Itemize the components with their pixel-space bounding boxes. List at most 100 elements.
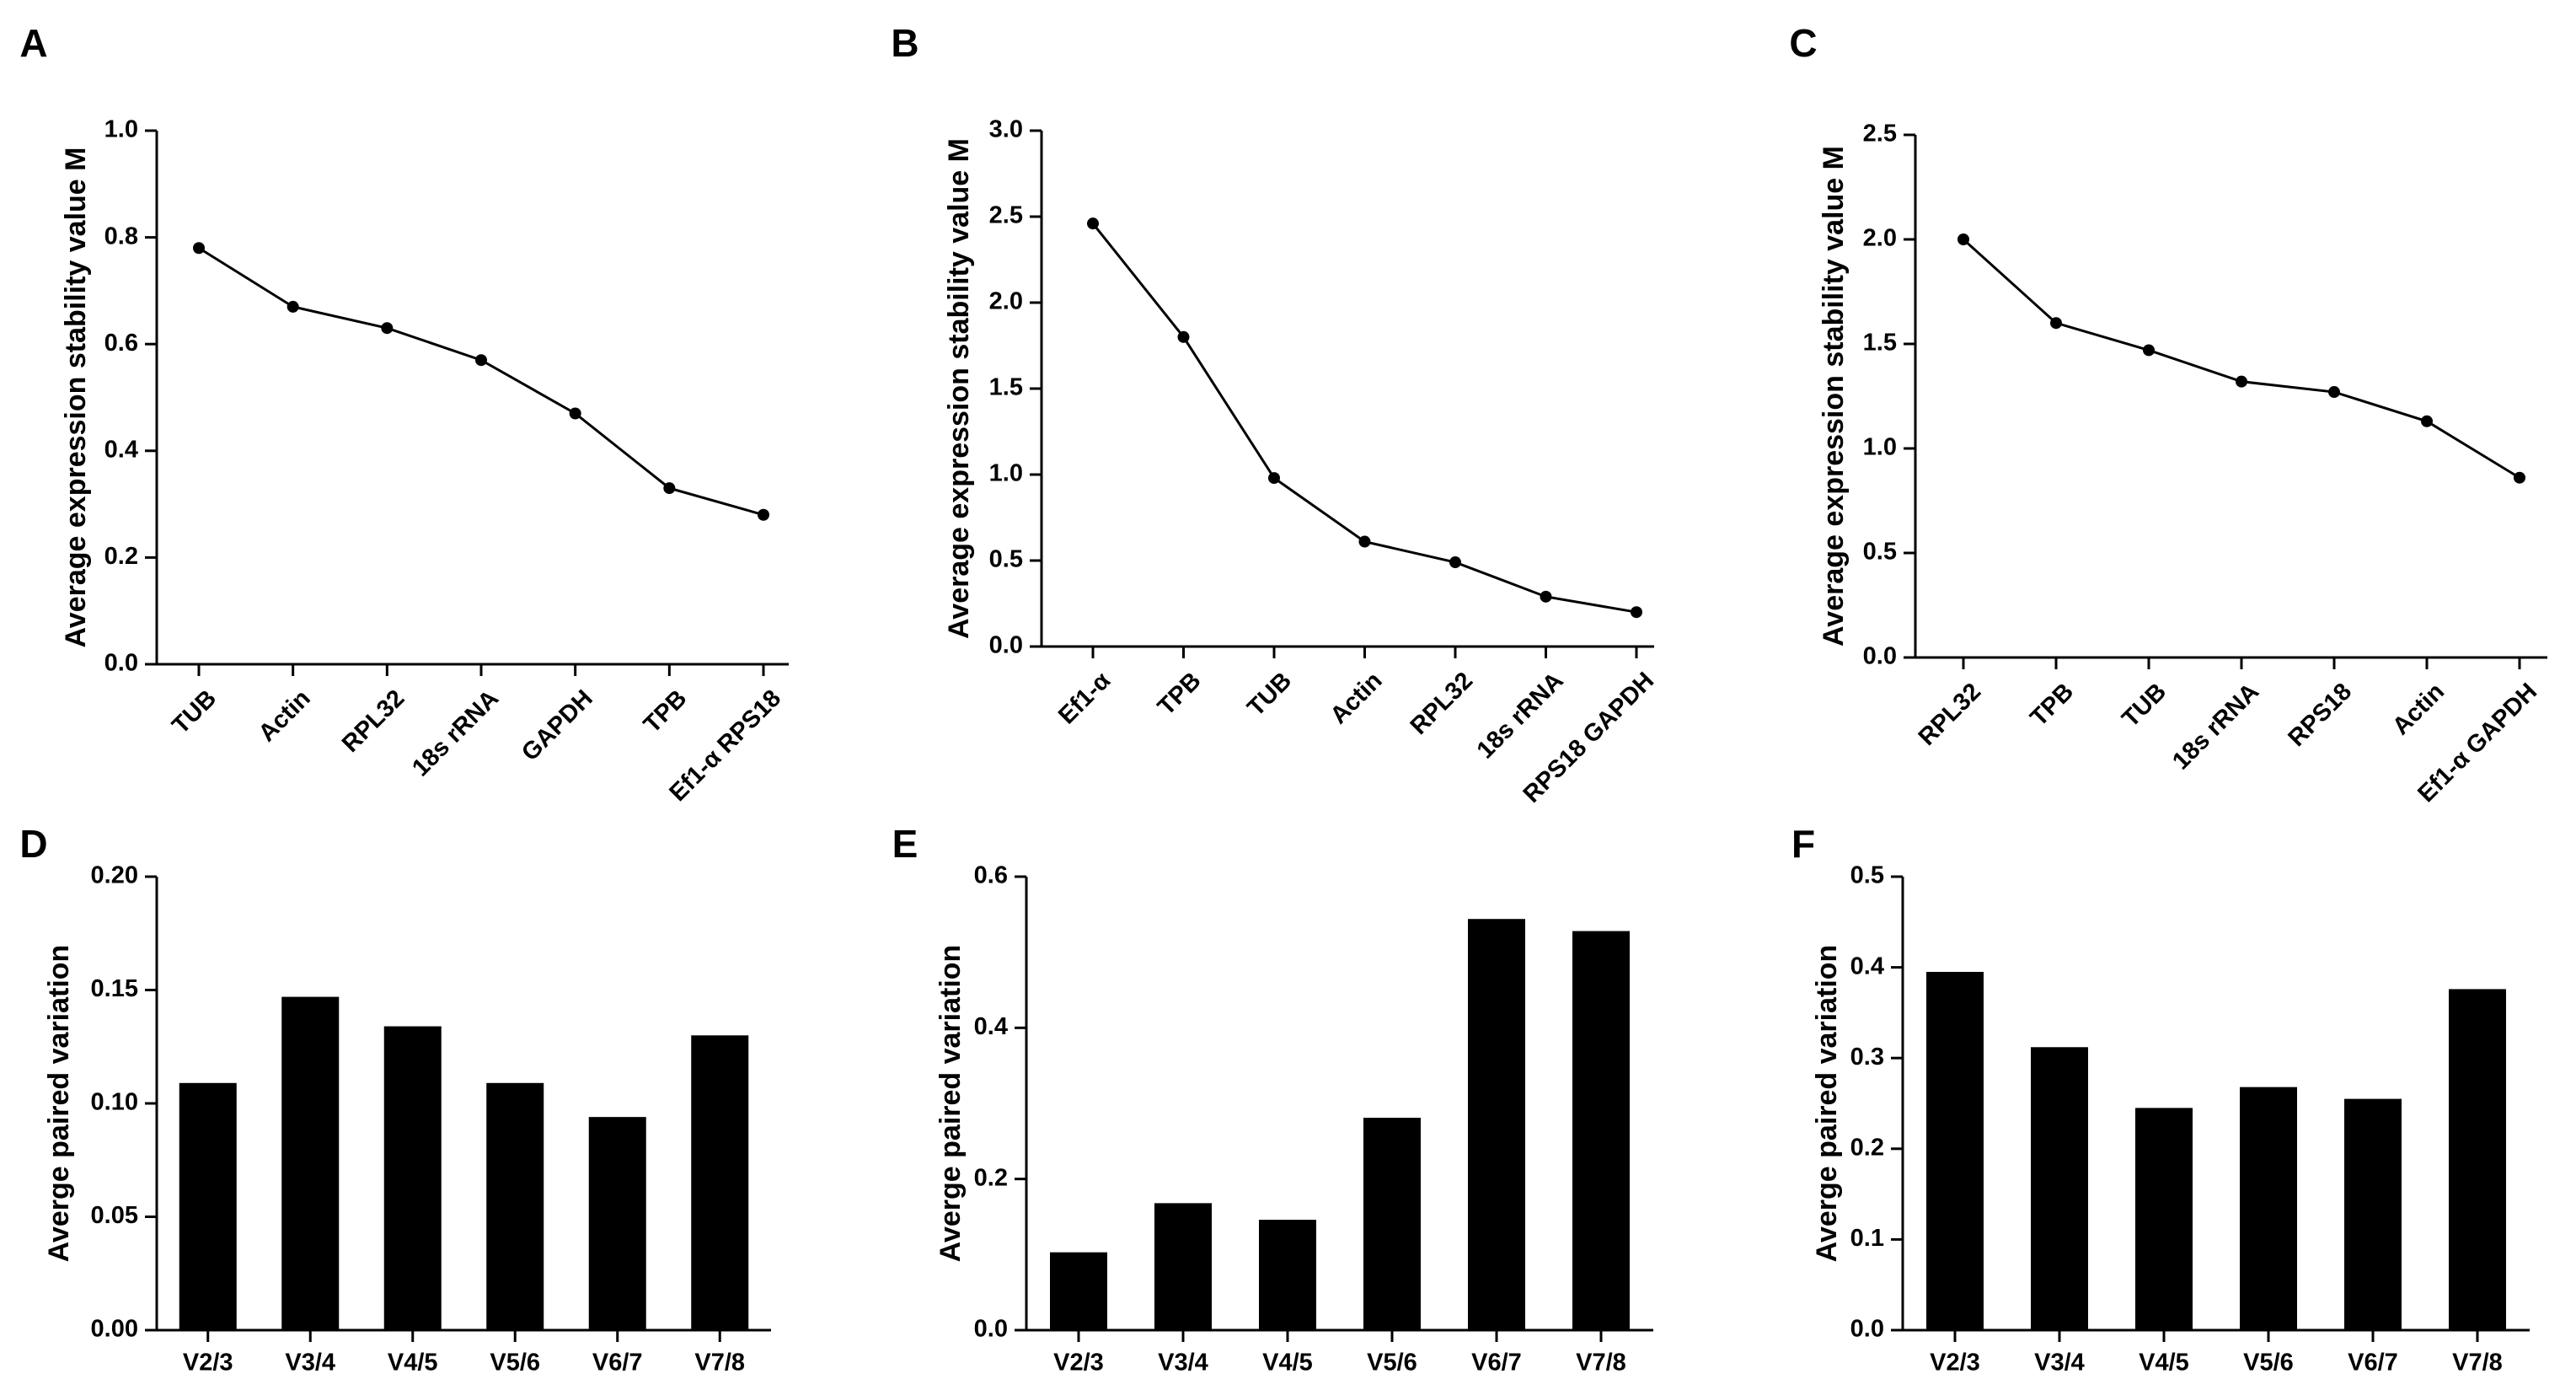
y-axis-title: Average expression stability value M <box>60 148 92 648</box>
y-axis-title: Averge paired variation <box>43 945 75 1263</box>
bar <box>1926 971 1984 1330</box>
bar <box>1363 1118 1421 1330</box>
y-tick-label: 0.4 <box>104 436 138 463</box>
series-line <box>198 246 764 517</box>
x-tick-label: TUB <box>2117 678 2172 733</box>
x-tick-label: V7/8 <box>1576 1350 1626 1377</box>
y-tick-label: 0.6 <box>104 330 138 357</box>
y-axis-title: Averge paired variation <box>935 945 967 1263</box>
x-tick-label: V6/7 <box>2348 1350 2398 1377</box>
y-tick-label: 2.5 <box>989 202 1023 229</box>
x-tick-label: V3/4 <box>2034 1350 2085 1377</box>
x-tick-label: RPL32 <box>337 684 410 757</box>
y-tick-label: 0.2 <box>974 1164 1008 1191</box>
data-point <box>1087 217 1099 230</box>
x-tick-label: TUB <box>1242 667 1297 722</box>
y-tick-label: 0.6 <box>974 862 1008 889</box>
data-point <box>663 482 676 495</box>
data-point <box>287 300 299 313</box>
bar <box>2449 989 2506 1330</box>
x-tick-label: V4/5 <box>1262 1350 1313 1377</box>
series-line <box>1962 238 2520 480</box>
panel-letter-d: D <box>19 822 47 866</box>
bar <box>281 996 340 1330</box>
x-tick-label: V3/4 <box>285 1350 335 1377</box>
data-point <box>1268 472 1280 485</box>
data-point <box>2236 375 2247 388</box>
x-tick-label: V7/8 <box>694 1350 745 1377</box>
x-tick-label: V6/7 <box>1471 1350 1522 1377</box>
x-tick-label: 18s rRNA <box>2167 678 2264 775</box>
y-tick-label: 0.20 <box>91 862 138 889</box>
x-tick-label: TPB <box>1153 667 1207 721</box>
y-tick-label: 0.0 <box>989 632 1023 659</box>
x-tick-label: V5/6 <box>2243 1350 2294 1377</box>
data-point <box>2050 317 2062 330</box>
x-tick-label: Actin <box>254 684 316 747</box>
y-tick-label: 0.00 <box>91 1316 138 1343</box>
data-point <box>1957 233 1969 245</box>
panel-letter-b: B <box>891 21 918 65</box>
y-tick-label: 2.5 <box>1863 121 1897 148</box>
x-tick-label: TPB <box>2025 678 2079 732</box>
panel-letter-a: A <box>19 21 47 65</box>
data-point <box>569 407 581 420</box>
x-tick-label: RPL32 <box>1406 667 1478 739</box>
bar <box>1050 1252 1107 1330</box>
x-tick-label: 18s rRNA <box>1472 667 1569 764</box>
panel-letter-c: C <box>1789 21 1817 65</box>
y-tick-label: 1.0 <box>104 116 138 143</box>
y-tick-label: 0.5 <box>1863 539 1897 566</box>
y-tick-label: 0.1 <box>1850 1225 1884 1252</box>
data-point <box>1540 590 1552 603</box>
x-tick-label: TPB <box>639 684 693 738</box>
y-tick-label: 0.5 <box>989 546 1023 573</box>
data-point <box>1631 606 1642 619</box>
x-tick-label: RPS18 <box>2283 678 2357 752</box>
bar <box>2031 1047 2088 1330</box>
y-tick-label: 0.15 <box>91 975 138 1002</box>
y-tick-label: 0.4 <box>974 1013 1008 1040</box>
bar <box>2344 1098 2402 1330</box>
bar <box>1154 1203 1212 1330</box>
bar <box>486 1082 544 1330</box>
bar <box>691 1035 749 1330</box>
y-tick-label: 1.5 <box>989 374 1023 401</box>
bar <box>2135 1108 2193 1330</box>
y-tick-label: 0.0 <box>974 1316 1008 1343</box>
bar <box>1572 931 1630 1330</box>
bar <box>1259 1220 1316 1330</box>
data-point <box>475 354 487 367</box>
y-tick-label: 1.5 <box>1863 330 1897 357</box>
panel-letter-f: F <box>1791 822 1815 866</box>
x-tick-label: V6/7 <box>592 1350 643 1377</box>
y-tick-label: 2.0 <box>989 288 1023 315</box>
x-tick-label: Actin <box>1325 667 1388 729</box>
x-tick-label: V4/5 <box>2139 1350 2189 1377</box>
y-tick-label: 0.3 <box>1850 1044 1884 1071</box>
y-tick-label: 0.05 <box>91 1202 138 1229</box>
y-axis-title: Average expression stability value M <box>943 138 975 639</box>
x-tick-label: Ef1-α <box>1053 667 1116 729</box>
x-tick-label: V7/8 <box>2452 1350 2503 1377</box>
y-tick-label: 0.0 <box>1863 643 1897 670</box>
y-tick-label: 0.5 <box>1850 862 1884 889</box>
series-line <box>1091 223 1637 614</box>
y-tick-label: 0.0 <box>1850 1316 1884 1343</box>
bar <box>1468 919 1525 1330</box>
data-point <box>2143 344 2155 357</box>
x-tick-label: V2/3 <box>1053 1350 1104 1377</box>
panel-letter-e: E <box>892 822 918 866</box>
bar <box>2240 1087 2297 1330</box>
x-tick-label: V5/6 <box>1367 1350 1417 1377</box>
x-tick-label: V4/5 <box>388 1350 438 1377</box>
y-tick-label: 2.0 <box>1863 225 1897 252</box>
x-tick-label: V2/3 <box>183 1350 233 1377</box>
y-tick-label: 0.10 <box>91 1089 138 1116</box>
y-tick-label: 0.4 <box>1850 953 1884 979</box>
data-point <box>2514 471 2525 484</box>
x-tick-label: V2/3 <box>1930 1350 1980 1377</box>
bar <box>179 1082 237 1330</box>
data-point <box>758 508 769 521</box>
